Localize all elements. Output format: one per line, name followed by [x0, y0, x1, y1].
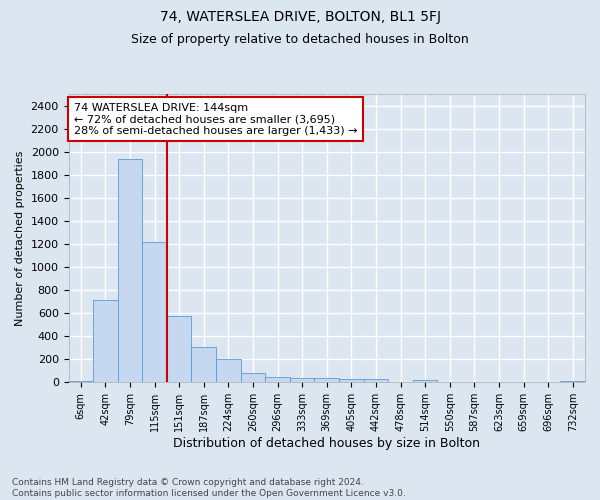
Bar — [560, 380, 585, 382]
Bar — [216, 358, 241, 382]
Text: 74, WATERSLEA DRIVE, BOLTON, BL1 5FJ: 74, WATERSLEA DRIVE, BOLTON, BL1 5FJ — [160, 10, 440, 24]
Bar — [314, 378, 339, 382]
Bar — [413, 380, 437, 382]
Bar — [290, 378, 314, 382]
Bar — [265, 376, 290, 382]
Text: 74 WATERSLEA DRIVE: 144sqm
← 72% of detached houses are smaller (3,695)
28% of s: 74 WATERSLEA DRIVE: 144sqm ← 72% of deta… — [74, 102, 357, 136]
Bar — [339, 379, 364, 382]
Bar — [167, 316, 191, 382]
Text: Contains HM Land Registry data © Crown copyright and database right 2024.
Contai: Contains HM Land Registry data © Crown c… — [12, 478, 406, 498]
X-axis label: Distribution of detached houses by size in Bolton: Distribution of detached houses by size … — [173, 437, 480, 450]
Bar — [93, 300, 118, 382]
Bar — [364, 380, 388, 382]
Text: Size of property relative to detached houses in Bolton: Size of property relative to detached ho… — [131, 32, 469, 46]
Bar — [241, 372, 265, 382]
Bar — [142, 242, 167, 382]
Bar — [68, 380, 93, 382]
Bar — [191, 346, 216, 382]
Bar — [118, 158, 142, 382]
Y-axis label: Number of detached properties: Number of detached properties — [15, 150, 25, 326]
